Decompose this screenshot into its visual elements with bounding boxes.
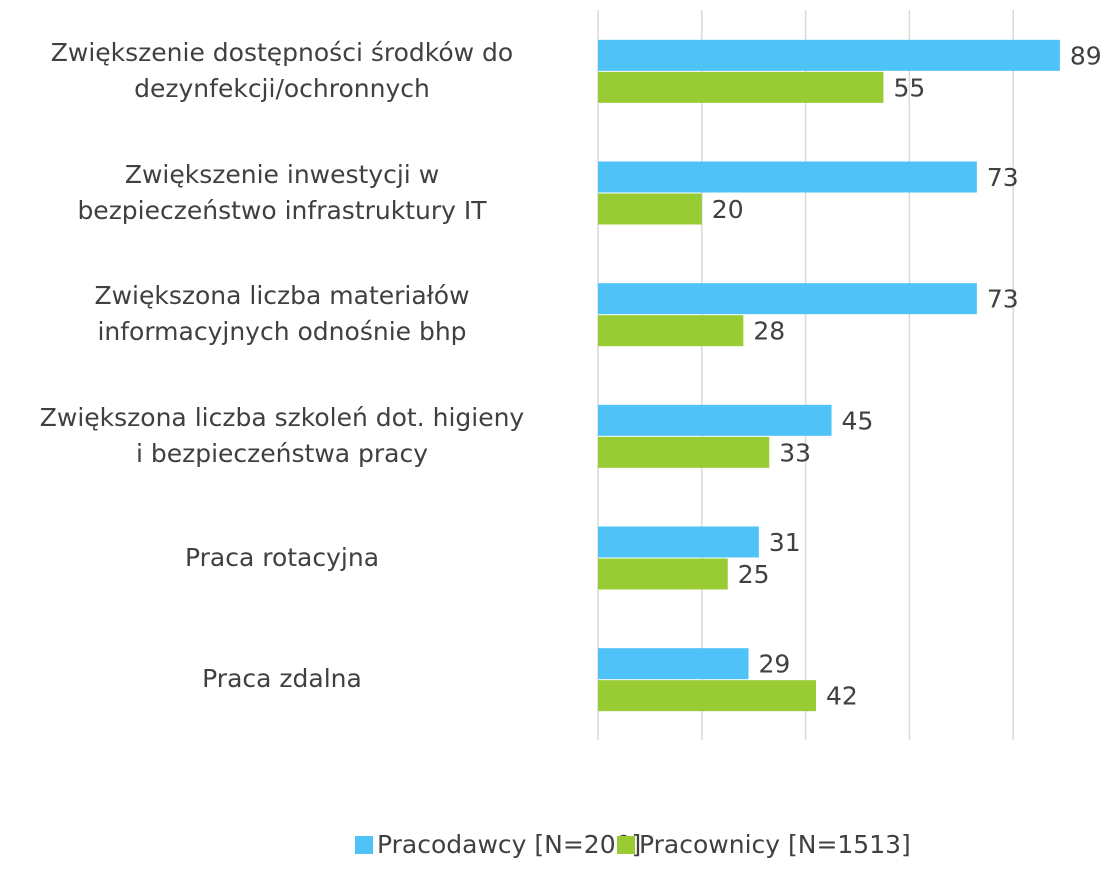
data-label: 45 [842,406,874,435]
data-label: 73 [987,163,1019,192]
bar [598,283,977,315]
data-label: 73 [987,285,1019,314]
data-label: 28 [753,317,785,346]
bar [598,648,749,680]
data-label: 29 [759,650,791,679]
bar [598,71,884,103]
data-label: 89 [1070,41,1102,70]
bar [598,680,816,712]
category-label: Zwiększenie dostępności środków do dezyn… [50,37,514,103]
category-label: Praca zdalna [202,664,362,694]
bar [598,526,759,558]
data-label: 25 [738,560,770,589]
bar [598,404,832,436]
data-label: 31 [769,528,801,557]
bar [598,39,1060,71]
bar [598,436,770,468]
bar [598,558,728,590]
legend-item: Pracodawcy [N=200] [355,830,641,859]
category-label: Zwiększona liczba szkoleń dot. higieny i… [39,402,525,468]
data-label: 20 [712,195,744,224]
category-label: Praca rotacyjna [184,542,380,572]
legend-item: Pracownicy [N=1513] [617,830,911,859]
data-label: 42 [826,682,858,711]
legend-swatch [617,835,635,854]
category-label: Zwiększenie inwestycji w bezpieczeństwo … [77,159,487,225]
data-label: 55 [893,73,925,102]
bar [598,193,702,225]
legend-label: Pracownicy [N=1513] [639,830,911,859]
data-label: 33 [779,438,811,467]
category-label: Zwiększona liczba materiałów informacyjn… [94,281,470,347]
bar [598,315,744,347]
legend-swatch [355,835,373,854]
legend-label: Pracodawcy [N=200] [377,830,642,859]
bar [598,161,977,193]
